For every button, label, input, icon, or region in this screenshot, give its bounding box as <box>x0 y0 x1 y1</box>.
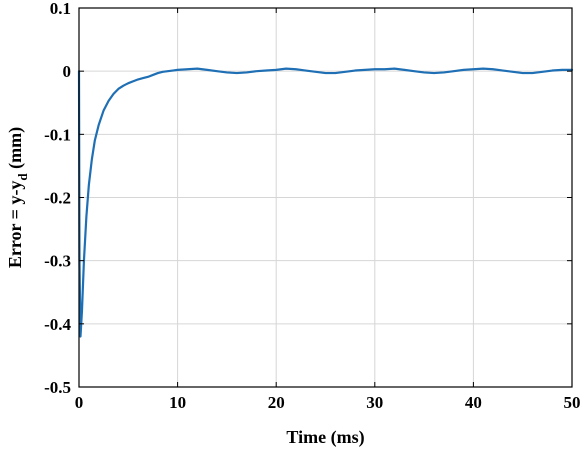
y-tick-label: -0.5 <box>44 378 71 397</box>
x-tick-label: 20 <box>268 393 285 412</box>
y-tick-label: 0.1 <box>50 0 71 18</box>
x-tick-label: 0 <box>75 393 84 412</box>
x-tick-label: 50 <box>564 393 581 412</box>
x-tick-label: 10 <box>169 393 186 412</box>
y-axis-title-main: Error = y-y <box>5 181 25 269</box>
x-axis-title: Time (ms) <box>286 427 364 448</box>
grid-lines <box>79 8 572 387</box>
y-axis-title-subscript: d <box>15 173 30 181</box>
y-axis-title-unit: (mm) <box>5 127 26 173</box>
y-tick-label: -0.4 <box>44 315 71 334</box>
error-series-line <box>77 67 574 338</box>
y-tick-label: 0 <box>63 62 72 81</box>
series-layer <box>77 67 574 338</box>
x-tick-label: 30 <box>366 393 383 412</box>
y-tick-label: -0.2 <box>44 189 71 208</box>
x-tick-labels: 0 10 20 30 40 50 <box>75 393 581 412</box>
y-axis-title: Error = y-yd (mm) <box>5 127 30 268</box>
y-tick-label: -0.3 <box>44 252 71 271</box>
tick-marks <box>78 7 573 388</box>
y-tick-labels: 0.1 0 -0.1 -0.2 -0.3 -0.4 -0.5 <box>44 0 71 397</box>
y-tick-label: -0.1 <box>44 125 71 144</box>
x-tick-label: 40 <box>465 393 482 412</box>
